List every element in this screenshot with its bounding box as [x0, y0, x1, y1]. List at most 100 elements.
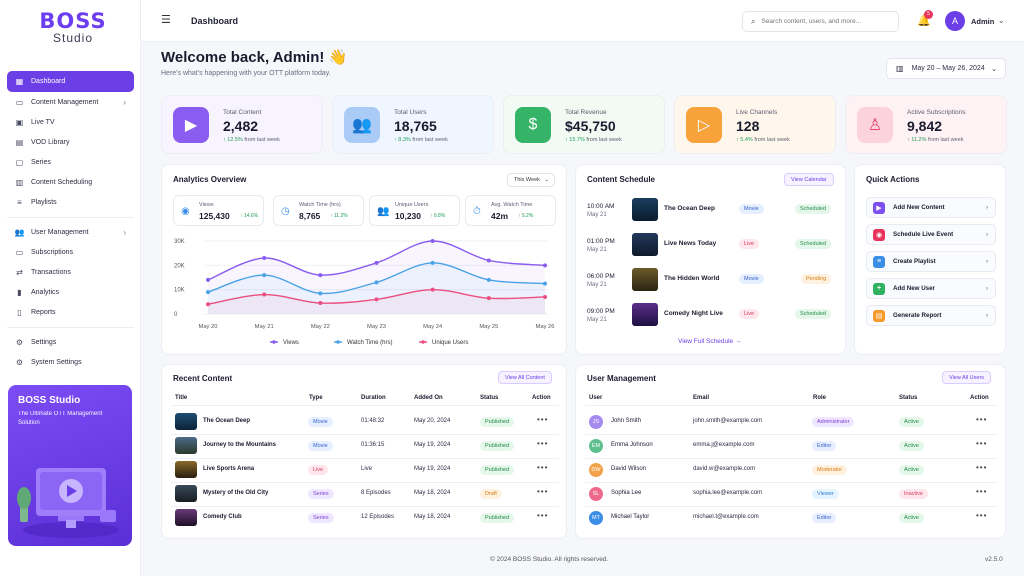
type-badge: Live — [739, 309, 760, 319]
table-row[interactable]: The Ocean Deep Movie 01:48:32 May 20, 20… — [162, 411, 568, 433]
search-box[interactable]: ⌕ — [742, 11, 899, 32]
more-actions-icon[interactable]: ••• — [976, 463, 988, 472]
table-row[interactable]: DW David Wilson david.w@example.com Mode… — [576, 459, 1007, 481]
stat-card-total-content[interactable]: ▶ Total Content 2,482 ↑ 12.5% from last … — [161, 95, 323, 154]
sidebar-item-content-scheduling[interactable]: ▥ Content Scheduling — [7, 172, 134, 192]
data-point[interactable] — [486, 296, 491, 301]
add-new-user-button[interactable]: + Add New User › — [866, 278, 996, 299]
more-actions-icon[interactable]: ••• — [976, 511, 988, 520]
period-select[interactable]: This Week ⌄ — [507, 173, 555, 187]
stat-card-live-channels[interactable]: ▷ Live Channels 128 ↑ 5.4% from last wee… — [674, 95, 836, 154]
table-row[interactable]: Mystery of the Old City Series 8 Episode… — [162, 483, 568, 505]
duration: 01:48:32 — [361, 418, 385, 424]
schedule-live-event-button[interactable]: ◉ Schedule Live Event › — [866, 224, 996, 245]
generate-report-button[interactable]: ▤ Generate Report › — [866, 305, 996, 326]
column-header: Added On — [414, 395, 443, 401]
avatar[interactable]: A — [945, 11, 965, 31]
table-row[interactable]: EM Emma Johnson emma.j@example.com Edito… — [576, 435, 1007, 457]
date: May 21 — [587, 212, 607, 218]
sidebar-item-series[interactable]: ▢ Series — [7, 152, 134, 172]
table-row[interactable]: MT Michael Taylor michael.t@example.com … — [576, 507, 1007, 529]
more-actions-icon[interactable]: ••• — [976, 487, 988, 496]
sidebar-item-content-management[interactable]: ▭ Content Management › — [7, 92, 134, 112]
data-point[interactable] — [543, 294, 547, 299]
welcome-subtitle: Here's what's happening with your OTT pl… — [161, 70, 331, 77]
added-on: May 19, 2024 — [414, 466, 451, 472]
view-all-content-button[interactable]: View All Content — [498, 371, 552, 384]
table-row[interactable]: Live Sports Arena Live Live May 19, 2024… — [162, 459, 568, 481]
add-new-content-button[interactable]: ▶ Add New Content › — [866, 197, 996, 218]
view-calendar-button[interactable]: View Calendar — [784, 173, 834, 186]
data-point[interactable] — [318, 301, 323, 306]
chevron-down-icon[interactable]: ⌄ — [998, 16, 1005, 25]
data-point[interactable] — [262, 256, 267, 261]
create-playlist-button[interactable]: ≡ Create Playlist › — [866, 251, 996, 272]
stat-card-total-revenue[interactable]: $ Total Revenue $45,750 ↑ 15.7% from las… — [503, 95, 665, 154]
more-actions-icon[interactable]: ••• — [537, 463, 549, 472]
more-actions-icon[interactable]: ••• — [537, 487, 549, 496]
data-point[interactable] — [206, 277, 210, 282]
more-actions-icon[interactable]: ••• — [976, 415, 988, 424]
more-actions-icon[interactable]: ••• — [537, 511, 549, 520]
notification-badge: 5 — [924, 10, 933, 19]
user-name[interactable]: Admin — [971, 17, 995, 26]
table-row[interactable]: Comedy Club Series 12 Episodes May 18, 2… — [162, 507, 568, 529]
table-row[interactable]: JS John Smith john.smith@example.com Adm… — [576, 411, 1007, 433]
schedule-item[interactable]: 10:00 AM May 21 The Ocean Deep Movie Sche… — [587, 196, 839, 226]
brand-logo[interactable]: BOSS Studio — [33, 10, 113, 45]
data-point[interactable] — [374, 297, 379, 302]
hamburger-menu-icon[interactable]: ☰ — [161, 14, 171, 26]
schedule-item[interactable]: 09:00 PM May 21 Comedy Night Live Live Sc… — [587, 301, 839, 331]
data-point[interactable] — [374, 280, 379, 285]
search-input[interactable] — [761, 18, 887, 25]
stat-card-active-subscriptions[interactable]: ♙ Active Subscriptions 9,842 ↑ 11.2% fro… — [845, 95, 1007, 154]
table-row[interactable]: SL Sophia Lee sophia.lee@example.com Vie… — [576, 483, 1007, 505]
notification-bell-icon[interactable]: 🔔 5 — [917, 10, 933, 27]
sidebar-item-subscriptions[interactable]: ▭ Subscriptions — [7, 242, 134, 262]
sidebar-item-dashboard[interactable]: ▦ Dashboard — [7, 71, 134, 92]
sidebar-item-analytics[interactable]: ▮ Analytics — [7, 282, 134, 302]
date-range-picker[interactable]: ▥ May 20 – May 26, 2024 ⌄ — [886, 58, 1006, 79]
data-point[interactable] — [486, 277, 491, 282]
view-all-users-button[interactable]: View All Users — [942, 371, 992, 384]
folder-icon: ▭ — [15, 97, 24, 107]
data-point[interactable] — [430, 287, 435, 292]
topbar: ☰ Dashboard ⌕ 🔔5 A Admin ⌄ — [141, 0, 1024, 42]
data-point[interactable] — [543, 281, 547, 286]
data-point[interactable] — [262, 273, 267, 278]
more-actions-icon[interactable]: ••• — [537, 415, 549, 424]
data-point[interactable] — [486, 258, 491, 263]
type-badge: Movie — [739, 204, 764, 214]
sidebar-item-user-management[interactable]: 👥 User Management › — [7, 222, 134, 242]
more-actions-icon[interactable]: ••• — [537, 439, 549, 448]
sidebar-item-playlists[interactable]: ≡ Playlists — [7, 192, 134, 212]
schedule-item[interactable]: 06:00 PM May 21 The Hidden World Movie Pe… — [587, 266, 839, 296]
data-point[interactable] — [318, 273, 323, 278]
sidebar-item-live-tv[interactable]: ▣ Live TV — [7, 112, 134, 132]
stat-card-total-users[interactable]: 👥 Total Users 18,765 ↑ 8.3% from last we… — [332, 95, 494, 154]
thumbnail-image — [632, 198, 658, 221]
data-point[interactable] — [430, 239, 435, 243]
data-point[interactable] — [374, 260, 379, 265]
view-full-schedule-link[interactable]: View Full Schedule → — [678, 338, 742, 345]
sidebar-item-settings[interactable]: ⚙ Settings — [7, 332, 134, 352]
chevron-right-icon: › — [985, 312, 988, 319]
data-point[interactable] — [318, 291, 323, 296]
time: 01:00 PM — [587, 238, 615, 245]
sidebar-item-system-settings[interactable]: ⚙ System Settings — [7, 352, 134, 372]
data-point[interactable] — [430, 260, 435, 265]
trend-suffix: from last week — [928, 137, 964, 143]
user-avatar: SL — [589, 487, 603, 501]
schedule-item[interactable]: 01:00 PM May 21 Live News Today Live Sche… — [587, 231, 839, 261]
table-row[interactable]: Journey to the Mountains Movie 01:36:15 … — [162, 435, 568, 457]
data-point[interactable] — [262, 292, 267, 297]
data-point[interactable] — [206, 290, 210, 295]
action-label: Generate Report — [893, 312, 942, 319]
sidebar-item-reports[interactable]: ▯ Reports — [7, 302, 134, 322]
data-point[interactable] — [543, 263, 547, 268]
divider — [171, 482, 559, 483]
sidebar-item-transactions[interactable]: ⇄ Transactions — [7, 262, 134, 282]
data-point[interactable] — [206, 302, 210, 307]
sidebar-item-vod-library[interactable]: ▤ VOD Library — [7, 132, 134, 152]
more-actions-icon[interactable]: ••• — [976, 439, 988, 448]
